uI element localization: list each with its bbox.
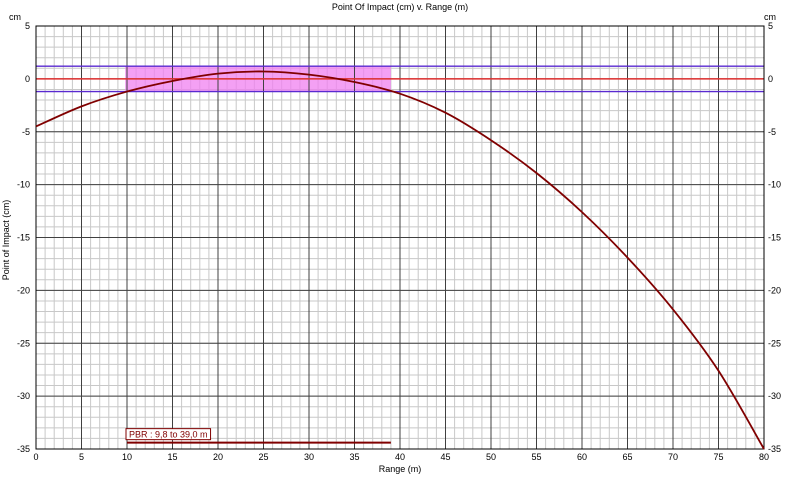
x-tick-label: 5: [79, 452, 84, 462]
y-tick-label: -5: [22, 127, 30, 137]
y-unit-left: cm: [9, 12, 21, 22]
y-tick-label: 0: [25, 74, 30, 84]
x-tick-label: 30: [304, 452, 314, 462]
y-tick-labels-right: 5 0 -5 -10 -15 -20 -25 -30 -35: [768, 21, 781, 454]
x-tick-label: 25: [258, 452, 268, 462]
x-tick-label: 20: [213, 452, 223, 462]
y-tick-label: -35: [17, 444, 30, 454]
y-unit-right: cm: [764, 12, 776, 22]
x-tick-label: 55: [531, 452, 541, 462]
y-tick-label: 5: [25, 21, 30, 31]
y-tick-labels-left: 5 0 -5 -10 -15 -20 -25 -30 -35: [17, 21, 30, 454]
trajectory-line: [35, 70, 765, 450]
x-tick-label: 40: [395, 452, 405, 462]
x-tick-label: 10: [122, 452, 132, 462]
x-tick-label: 45: [440, 452, 450, 462]
x-tick-label: 15: [167, 452, 177, 462]
x-tick-labels: 0 5 10 15 20 25 30 35 40 45 50 55 60 65 70 75 80: [33, 452, 769, 462]
chart-title: Point Of Impact (cm) v. Range (m): [332, 2, 468, 12]
x-tick-label: 0: [33, 452, 38, 462]
y-tick-label: -10: [768, 180, 781, 190]
y-tick-label: 0: [768, 74, 773, 84]
x-tick-label: 65: [622, 452, 632, 462]
plot-frame: [35, 25, 765, 450]
y-tick-label: -15: [17, 233, 30, 243]
reference-lines: [36, 65, 764, 93]
x-tick-label: 35: [349, 452, 359, 462]
y-axis-title: Point of Impact (cm): [1, 200, 11, 281]
y-tick-label: -35: [768, 444, 781, 454]
x-tick-label: 50: [486, 452, 496, 462]
x-tick-label: 75: [713, 452, 723, 462]
y-tick-label: -20: [768, 285, 781, 295]
x-tick-label: 80: [759, 452, 769, 462]
y-tick-label: -5: [768, 127, 776, 137]
x-axis-title: Range (m): [379, 464, 422, 474]
y-tick-label: -30: [17, 391, 30, 401]
y-tick-label: -20: [17, 285, 30, 295]
y-tick-label: -10: [17, 180, 30, 190]
y-tick-label: -30: [768, 391, 781, 401]
pbr-label-box: [125, 428, 212, 441]
pbr-annotation: PBR : 9,8 to 39,0 m: [125, 428, 212, 441]
x-tick-label: 60: [577, 452, 587, 462]
y-tick-label: -25: [768, 338, 781, 348]
y-tick-label: -15: [768, 233, 781, 243]
y-tick-label: 5: [768, 21, 773, 31]
x-tick-label: 70: [668, 452, 678, 462]
pbr-label: PBR : 9,8 to 39,0 m: [129, 430, 208, 440]
y-tick-label: -25: [17, 338, 30, 348]
